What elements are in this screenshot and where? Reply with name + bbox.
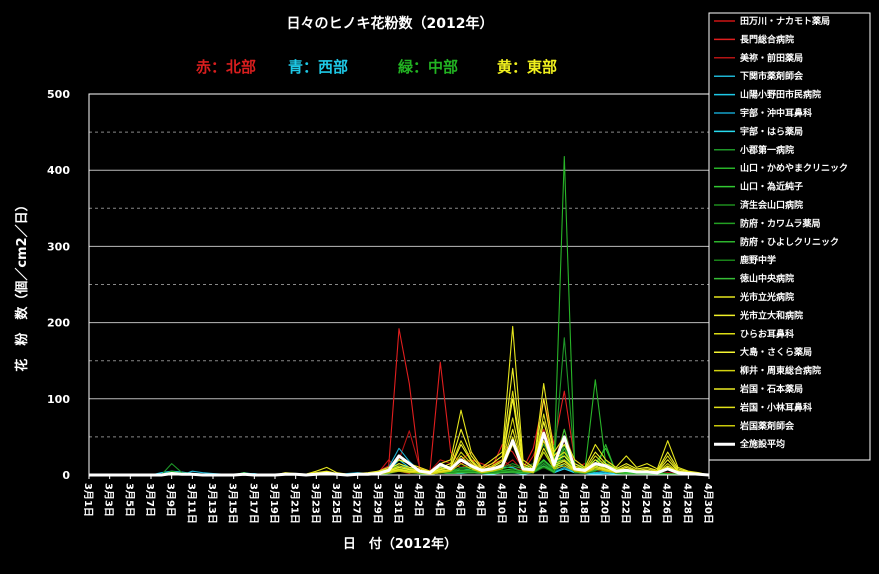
y-tick-label: 200 (47, 317, 70, 330)
legend-entry: ひらお耳鼻科 (740, 328, 794, 340)
legend-entry: 徳山中央病院 (739, 273, 794, 285)
legend-entry: 光市立大和病院 (739, 309, 803, 321)
region-label: 赤：北部 (196, 58, 256, 76)
legend-entry: 山口・為近純子 (740, 181, 803, 193)
x-tick-label: 3月13日 (206, 483, 218, 524)
x-tick-label: 4月26日 (661, 483, 673, 524)
x-tick-labels: 3月1日 3月3日 3月5日 3月7日 3月9日 3月11日 3月13日 3月15日 3月17日… (82, 475, 714, 524)
y-tick-label: 400 (47, 164, 70, 177)
x-tick-label: 3月21日 (289, 483, 301, 524)
x-tick-label: 4月18日 (578, 483, 590, 524)
chart-title: 日々のヒノキ花粉数（2012年） (287, 15, 494, 32)
legend-frame (708, 12, 871, 461)
x-tick-label: 3月23日 (309, 483, 321, 524)
y-tick-label: 300 (47, 240, 70, 253)
x-tick-label: 4月6日 (454, 483, 466, 517)
region-label: 青：西部 (288, 58, 348, 76)
legend-entry: 山陽小野田市民病院 (740, 89, 821, 101)
x-tick-label: 3月31日 (392, 483, 404, 524)
x-tick-label: 4月12日 (516, 483, 528, 524)
legend-entry: 防府・カワムラ薬局 (740, 217, 821, 229)
x-tick-label: 3月7日 (144, 483, 156, 517)
x-tick-label: 4月16日 (557, 483, 569, 524)
x-tick-label: 4月24日 (640, 483, 652, 524)
legend-entry: 光市立光病院 (739, 291, 794, 303)
legend-entry: 田万川・ナカモト薬局 (740, 15, 830, 27)
region-labels: 赤：北部 青：西部 緑：中部 黄：東部 (196, 58, 557, 76)
region-label: 黄：東部 (497, 58, 557, 76)
legend-entry: 美祢・前田薬局 (740, 52, 803, 64)
legend-entry: 大島・さくら薬局 (740, 346, 812, 358)
legend-entry: 山口・かめやまクリニック (740, 162, 848, 174)
legend-entry: 長門総合病院 (740, 33, 794, 45)
legend-entry: 下関市薬剤師会 (740, 70, 804, 82)
x-tick-label: 3月25日 (330, 483, 342, 524)
y-axis-label: 花 粉 数（個／cm2／日） (14, 198, 30, 371)
x-tick-label: 3月27日 (351, 483, 363, 524)
x-tick-label: 3月11日 (185, 483, 197, 524)
legend-entry: 柳井・周東総合病院 (740, 365, 821, 377)
x-tick-label: 4月14日 (537, 483, 549, 524)
legend-entry: 防府・ひよしクリニック (740, 236, 839, 248)
x-tick-label: 4月10日 (495, 483, 507, 524)
x-tick-label: 3月1日 (82, 483, 94, 517)
x-tick-label: 4月4日 (433, 483, 445, 517)
legend-entry: 岩国薬剤師会 (739, 420, 795, 432)
legend-entry: 済生会山口病院 (740, 199, 803, 211)
x-tick-label: 3月15日 (227, 483, 239, 524)
region-label: 緑：中部 (398, 58, 458, 76)
legend-entry: 小郡第一病院 (739, 144, 794, 156)
legend-entry: 宇部・沖中耳鼻科 (740, 107, 812, 119)
x-tick-label: 3月3日 (103, 483, 115, 517)
legend: 田万川・ナカモト薬局長門総合病院美祢・前田薬局下関市薬剤師会山陽小野田市民病院宇… (708, 12, 871, 461)
y-tick-label: 100 (47, 393, 70, 406)
legend-entry: 岩国・小林耳鼻科 (739, 401, 812, 413)
x-tick-label: 4月2日 (413, 483, 425, 517)
x-axis-label: 日 付（2012年） (343, 536, 457, 552)
x-tick-label: 3月5日 (123, 483, 135, 517)
x-tick-label: 4月22日 (619, 483, 631, 524)
x-tick-label: 3月29日 (371, 483, 383, 524)
x-tick-label: 3月19日 (268, 483, 280, 524)
legend-entry: 岩国・石本薬局 (739, 383, 803, 395)
legend-entry: 鹿野中学 (739, 254, 776, 266)
x-tick-label: 4月30日 (702, 483, 714, 524)
x-tick-label: 3月17日 (247, 483, 259, 524)
y-tick-label: 0 (62, 469, 70, 482)
series-line (89, 431, 710, 477)
x-tick-label: 4月8日 (475, 483, 487, 517)
y-tick-labels: 0 100 200 300 400 500 (47, 88, 70, 482)
legend-entry: 宇部・はら薬局 (740, 125, 803, 137)
x-tick-label: 4月28日 (681, 483, 693, 524)
y-tick-label: 500 (47, 88, 70, 101)
legend-entry: 全施設平均 (739, 438, 785, 450)
x-tick-label: 4月20日 (599, 483, 611, 524)
x-tick-label: 3月9日 (165, 483, 177, 517)
